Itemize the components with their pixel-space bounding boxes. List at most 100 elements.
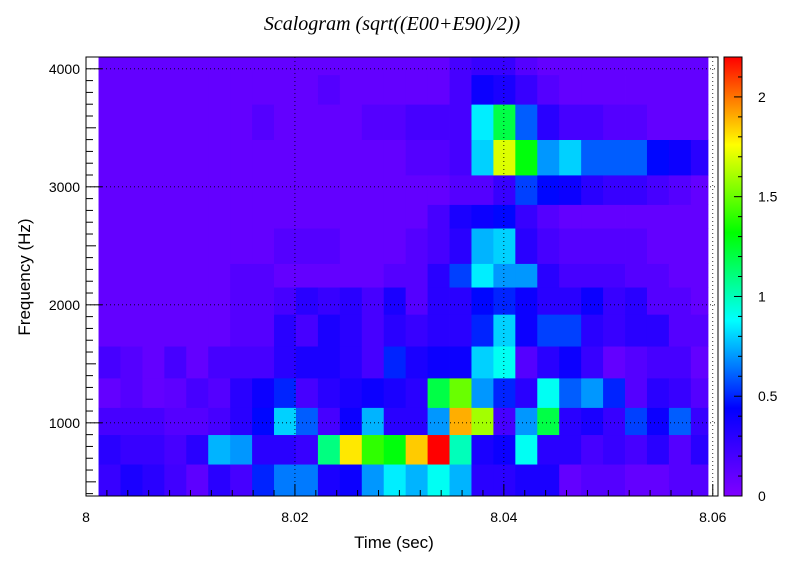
heatmap-cell-r3-c1 [120,377,143,408]
heatmap-cell-r12-c18 [493,104,516,140]
heatmap-cell-r14-c17 [471,57,494,76]
heatmap-cell-r14-c22 [581,57,604,76]
colorbar: 0 0.5 1 1.5 2 [723,56,778,504]
heatmap-cell-r4-c12 [361,346,385,379]
heatmap-cell-r7-c25 [646,263,670,288]
heatmap-cell-r7-c21 [559,263,582,288]
heatmap-cell-r10-c21 [559,175,582,205]
heatmap-cell-r10-c19 [515,175,538,205]
heatmap-cell-r13-c21 [559,74,582,105]
heatmap-cell-r0-c27 [690,464,709,497]
colorbar-label-2: 1 [758,288,766,304]
y-tick-label-3: 4000 [49,61,80,77]
heatmap-cell-r6-c17 [471,287,494,315]
heatmap-cell-r9-c5 [208,204,231,229]
heatmap-cell-r0-c0 [98,464,121,497]
heatmap-cell-r4-c19 [515,346,538,379]
colorbar-scale [724,57,742,496]
heatmap-cell-r7-c9 [295,263,319,288]
heatmap-cell-r2-c1 [120,407,143,436]
heatmap-cell-r2-c15 [427,407,450,436]
heatmap-cell-r3-c0 [98,377,121,408]
heatmap-cell-r3-c15 [427,377,450,408]
heatmap-cell-r0-c5 [208,464,231,497]
heatmap-cell-r9-c26 [668,204,692,229]
heatmap-cell-r0-c20 [537,464,560,497]
heatmap-cell-r13-c5 [208,74,231,105]
heatmap-cell-r13-c23 [603,74,626,105]
heatmap-cell-r4-c27 [690,346,709,379]
heatmap-cell-r14-c2 [142,57,165,76]
heatmap-cell-r13-c4 [186,74,209,105]
heatmap-cell-r8-c22 [581,228,604,264]
heatmap-cell-r5-c15 [427,314,450,347]
heatmap-cell-r11-c18 [493,139,516,176]
heatmap-cell-r1-c2 [142,434,165,465]
heatmap-cell-r4-c0 [98,346,121,379]
heatmap-cell-r8-c14 [405,228,428,264]
heatmap-cell-r10-c7 [252,175,275,205]
heatmap-cell-r10-c4 [186,175,209,205]
heatmap-cell-r11-c11 [339,139,363,176]
heatmap-cell-r1-c8 [274,434,297,465]
heatmap-cell-r12-c3 [164,104,187,140]
heatmap-cell-r0-c18 [493,464,516,497]
heatmap-cell-r9-c1 [120,204,143,229]
heatmap-cell-r12-c23 [603,104,626,140]
heatmap-cell-r12-c11 [339,104,363,140]
heatmap-cell-r11-c1 [120,139,143,176]
heatmap-cell-r2-c3 [164,407,187,436]
heatmap-cell-r12-c17 [471,104,494,140]
heatmap-cell-r0-c15 [427,464,450,497]
heatmap-cell-r11-c24 [625,139,648,176]
heatmap-cell-r14-c7 [252,57,275,76]
heatmap-cell-r0-c1 [120,464,143,497]
heatmap-cell-r2-c14 [405,407,428,436]
heatmap-cell-r6-c2 [142,287,165,315]
heatmap-cell-r9-c22 [581,204,604,229]
heatmap-cell-r14-c18 [493,57,516,76]
heatmap-cell-r7-c20 [537,263,560,288]
heatmap-cell-r12-c27 [690,104,709,140]
heatmap-cell-r6-c12 [361,287,385,315]
heatmap-cell-r3-c26 [668,377,692,408]
heatmap-cell-r7-c0 [98,263,121,288]
heatmap-cell-r9-c4 [186,204,209,229]
heatmap-cell-r0-c21 [559,464,582,497]
heatmap-cell-r11-c7 [252,139,275,176]
heatmap-cell-r14-c4 [186,57,209,76]
heatmap-cell-r4-c24 [625,346,648,379]
heatmap-cell-r10-c24 [625,175,648,205]
heatmap-cell-r13-c2 [142,74,165,105]
heatmap-cell-r1-c15 [427,434,450,465]
heatmap-cell-r9-c15 [427,204,450,229]
heatmap-cell-r7-c15 [427,263,450,288]
heatmap-cell-r7-c6 [230,263,253,288]
heatmap-cell-r8-c24 [625,228,648,264]
heatmap-cell-r2-c7 [252,407,275,436]
heatmap-cell-r6-c24 [625,287,648,315]
heatmap-cell-r5-c5 [208,314,231,347]
heatmap-cell-r3-c16 [449,377,472,408]
heatmap-cell-r12-c12 [361,104,385,140]
heatmap-cell-r0-c22 [581,464,604,497]
heatmap-cell-r6-c6 [230,287,253,315]
heatmap-cell-r11-c0 [98,139,121,176]
x-tick-label-3: 8.06 [699,509,726,525]
colorbar-label-1: 0.5 [758,388,778,404]
heatmap-cell-r6-c4 [186,287,209,315]
heatmap-cell-r13-c9 [295,74,319,105]
heatmap-cell-r7-c5 [208,263,231,288]
heatmap-cell-r5-c20 [537,314,560,347]
heatmap-cell-r8-c4 [186,228,209,264]
heatmap-cell-r14-c23 [603,57,626,76]
heatmap-cell-r4-c16 [449,346,472,379]
y-axis: 1000 2000 3000 4000 [49,56,102,495]
heatmap-cell-r12-c26 [668,104,692,140]
heatmap-cell-r2-c20 [537,407,560,436]
heatmap-cell-r8-c23 [603,228,626,264]
heatmap-cell-r3-c20 [537,377,560,408]
heatmap-cell-r4-c1 [120,346,143,379]
heatmap-cell-r1-c13 [383,434,407,465]
